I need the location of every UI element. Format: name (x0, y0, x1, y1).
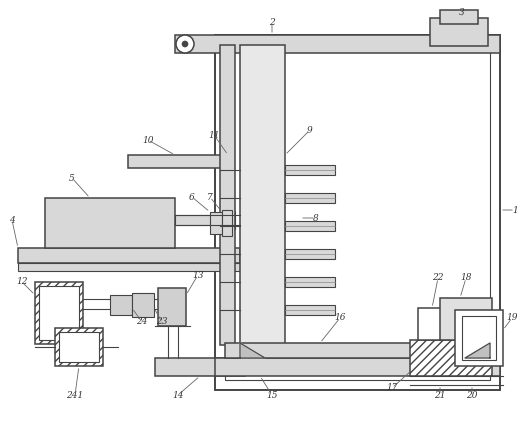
Text: 20: 20 (466, 391, 478, 399)
Text: 6: 6 (189, 193, 195, 201)
Text: 7: 7 (207, 193, 213, 201)
Text: 14: 14 (172, 391, 184, 399)
Text: 16: 16 (334, 314, 346, 323)
Polygon shape (240, 343, 265, 358)
Text: 9: 9 (307, 125, 313, 134)
Bar (18, 263, 240, 271)
Bar (225, 45, 490, 380)
Text: 18: 18 (460, 274, 472, 283)
Bar (45, 198, 175, 248)
Bar (462, 316, 496, 360)
Text: 24: 24 (136, 317, 148, 326)
Bar (128, 155, 233, 168)
Bar (220, 45, 235, 345)
Bar (285, 221, 335, 231)
Bar (59, 332, 99, 362)
Bar (285, 249, 335, 259)
Bar (430, 18, 488, 46)
Circle shape (176, 35, 194, 53)
Text: 21: 21 (434, 391, 446, 399)
Bar (455, 310, 503, 366)
Bar (285, 165, 335, 175)
Bar (418, 308, 443, 340)
Text: 4: 4 (9, 215, 15, 224)
Text: 19: 19 (506, 314, 518, 323)
Bar (285, 305, 335, 315)
Text: 12: 12 (16, 278, 28, 286)
Bar (132, 293, 154, 317)
Bar (18, 248, 240, 263)
Circle shape (182, 41, 188, 47)
Bar (110, 295, 132, 315)
Text: 10: 10 (142, 136, 154, 144)
Bar (175, 215, 225, 225)
Text: 5: 5 (69, 173, 75, 182)
Bar (223, 211, 235, 229)
Bar (158, 288, 186, 326)
Bar (215, 358, 500, 376)
Text: 11: 11 (208, 130, 220, 139)
Text: 1: 1 (512, 206, 518, 215)
Bar (440, 298, 492, 340)
Bar (55, 328, 103, 366)
Text: 2: 2 (269, 17, 275, 26)
Bar (240, 45, 285, 355)
Bar (175, 35, 500, 53)
Bar (410, 340, 492, 376)
Text: 13: 13 (192, 270, 204, 280)
Text: 22: 22 (432, 274, 444, 283)
Text: 8: 8 (313, 213, 319, 223)
Bar (285, 193, 335, 203)
Bar (440, 10, 478, 24)
Text: 241: 241 (66, 391, 84, 399)
Bar (39, 286, 79, 340)
Bar (222, 210, 232, 236)
Bar (35, 282, 83, 344)
Bar (225, 343, 490, 358)
Text: 23: 23 (156, 317, 168, 326)
Text: 3: 3 (459, 8, 465, 17)
Bar (155, 358, 245, 376)
Polygon shape (465, 343, 490, 358)
Bar (210, 212, 222, 234)
Text: 17: 17 (386, 383, 398, 393)
Bar (285, 277, 335, 287)
Text: 15: 15 (266, 391, 278, 399)
Bar (215, 35, 500, 390)
